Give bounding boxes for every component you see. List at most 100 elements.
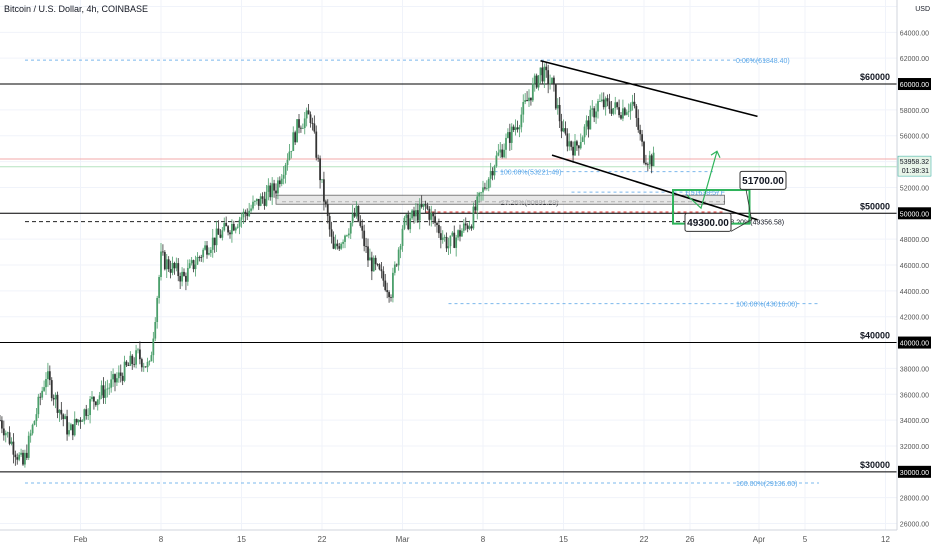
candle-body xyxy=(156,297,159,323)
candle-body xyxy=(639,129,642,135)
candle-body xyxy=(395,264,398,266)
candle-body xyxy=(43,387,45,391)
candle-body xyxy=(434,216,436,223)
candle-body xyxy=(351,213,354,223)
candle-body xyxy=(482,187,484,193)
candle-body xyxy=(137,349,139,351)
candle-body xyxy=(422,203,425,207)
candle-body xyxy=(424,203,427,206)
candle-body xyxy=(599,101,601,102)
candle-body xyxy=(119,372,122,376)
candle-body xyxy=(334,243,337,249)
candle-body xyxy=(56,394,59,413)
candle-body xyxy=(186,267,189,282)
candle-body xyxy=(627,111,630,113)
candle-body xyxy=(591,108,594,110)
candle-body xyxy=(374,257,377,265)
candle-body xyxy=(73,418,76,436)
time-axis-tick: 15 xyxy=(559,535,568,544)
candle-body xyxy=(98,395,101,400)
candle-body xyxy=(537,75,540,88)
candle-body xyxy=(4,433,7,436)
time-axis-tick: Feb xyxy=(74,535,88,544)
candle-body xyxy=(206,245,208,255)
fib-label: 0.00%(61848.40) xyxy=(736,58,790,65)
candle-body xyxy=(127,365,130,367)
candle-body xyxy=(518,127,521,130)
candle-body xyxy=(202,249,205,258)
projection-arrow xyxy=(686,151,718,210)
annotation-pointer xyxy=(745,189,752,220)
candle-body xyxy=(175,263,178,269)
candle-body xyxy=(447,246,450,249)
candle-body xyxy=(96,399,99,406)
candle-body xyxy=(484,187,486,189)
price-axis-currency: USD xyxy=(915,6,930,13)
candle-body xyxy=(401,228,404,246)
candle-body xyxy=(606,98,609,102)
candle-body xyxy=(85,409,88,416)
candle-body xyxy=(162,251,164,253)
candle-body xyxy=(75,418,78,423)
candle-body xyxy=(570,141,573,147)
candle-body xyxy=(171,262,174,273)
candle-body xyxy=(29,433,32,436)
candle-body xyxy=(14,454,17,458)
candle-body xyxy=(478,192,481,197)
candle-body xyxy=(593,108,596,118)
projection-arrow-head xyxy=(710,150,721,158)
candle-body xyxy=(12,441,15,455)
price-axis-tick: 52000.00 xyxy=(900,185,929,192)
candle-body xyxy=(332,236,335,249)
candle-body xyxy=(572,146,574,156)
candle-body xyxy=(121,375,124,381)
candle-body xyxy=(411,210,413,219)
candle-body xyxy=(541,67,544,82)
candle-body xyxy=(495,155,498,167)
candle-body xyxy=(363,230,366,247)
candle-body xyxy=(635,106,638,118)
candle-body xyxy=(219,234,222,238)
candle-body xyxy=(158,276,160,298)
candle-body xyxy=(459,230,461,237)
candle-body xyxy=(117,372,120,379)
candle-body xyxy=(303,118,306,129)
candle-body xyxy=(48,371,51,381)
candle-body xyxy=(439,233,442,240)
candle-body xyxy=(77,419,80,423)
candle-body xyxy=(265,191,268,206)
candle-body xyxy=(587,120,590,130)
candle-body xyxy=(146,361,149,368)
candle-body xyxy=(81,420,84,422)
candle-body xyxy=(633,101,636,107)
candle-body xyxy=(236,226,239,228)
last-price-tag xyxy=(897,155,932,177)
candle-body xyxy=(142,366,145,368)
candle-body xyxy=(453,232,456,248)
candle-body xyxy=(50,380,53,399)
candle-body xyxy=(445,236,448,249)
candle-body xyxy=(0,420,1,421)
candle-body xyxy=(539,67,542,76)
price-axis-tick: 58000.00 xyxy=(900,108,929,115)
candle-body xyxy=(129,355,132,366)
candle-body xyxy=(179,276,182,282)
candle-body xyxy=(560,121,563,132)
candle-body xyxy=(503,149,505,158)
candle-body xyxy=(516,127,519,130)
candle-body xyxy=(234,227,237,231)
candle-body xyxy=(215,228,218,246)
candle-body xyxy=(378,264,381,270)
candle-body xyxy=(604,98,607,108)
candle-body xyxy=(315,131,318,158)
candle-body xyxy=(108,387,111,389)
candle-body xyxy=(623,108,626,115)
candle-body xyxy=(204,245,206,250)
candle-body xyxy=(83,409,86,421)
candle-body xyxy=(282,174,285,179)
candle-body xyxy=(466,225,469,229)
candle-body xyxy=(551,77,553,84)
candle-body xyxy=(457,230,459,238)
